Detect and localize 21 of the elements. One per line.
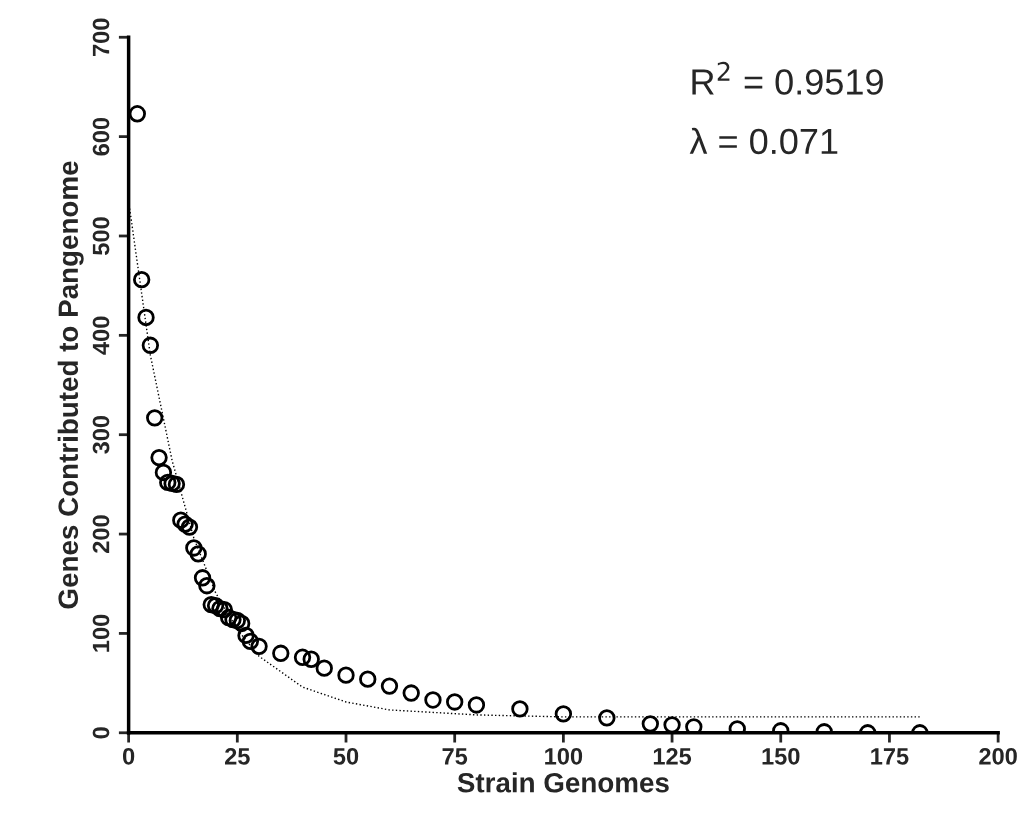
x-tick-label: 100 <box>545 747 583 765</box>
x-tick-label: 150 <box>762 747 800 765</box>
annotation: λ = 0.071 <box>689 127 838 155</box>
x-tick-label: 25 <box>225 747 250 765</box>
x-tick-label: 50 <box>333 747 359 765</box>
x-tick-label: 125 <box>653 747 692 765</box>
y-tick-label: 100 <box>92 614 110 652</box>
x-axis-title: Strain Genomes <box>457 772 669 793</box>
y-tick-label: 400 <box>92 316 110 355</box>
y-tick-label: 600 <box>92 117 110 156</box>
y-tick-label: 300 <box>92 415 110 454</box>
y-axis-title: Genes Contributed to Pangenome <box>57 161 84 609</box>
annotation: R$^{2}$ = 0.9519 <box>692 61 883 95</box>
y-tick-label: 700 <box>92 18 110 56</box>
x-tick-label: 0 <box>122 747 135 765</box>
y-tick-label: 500 <box>92 217 110 255</box>
x-tick-label: 75 <box>442 748 468 765</box>
x-tick-label: 200 <box>979 747 1017 765</box>
y-tick-label: 0 <box>92 727 110 739</box>
x-tick-label: 175 <box>871 748 909 765</box>
y-tick-label: 200 <box>92 515 110 553</box>
